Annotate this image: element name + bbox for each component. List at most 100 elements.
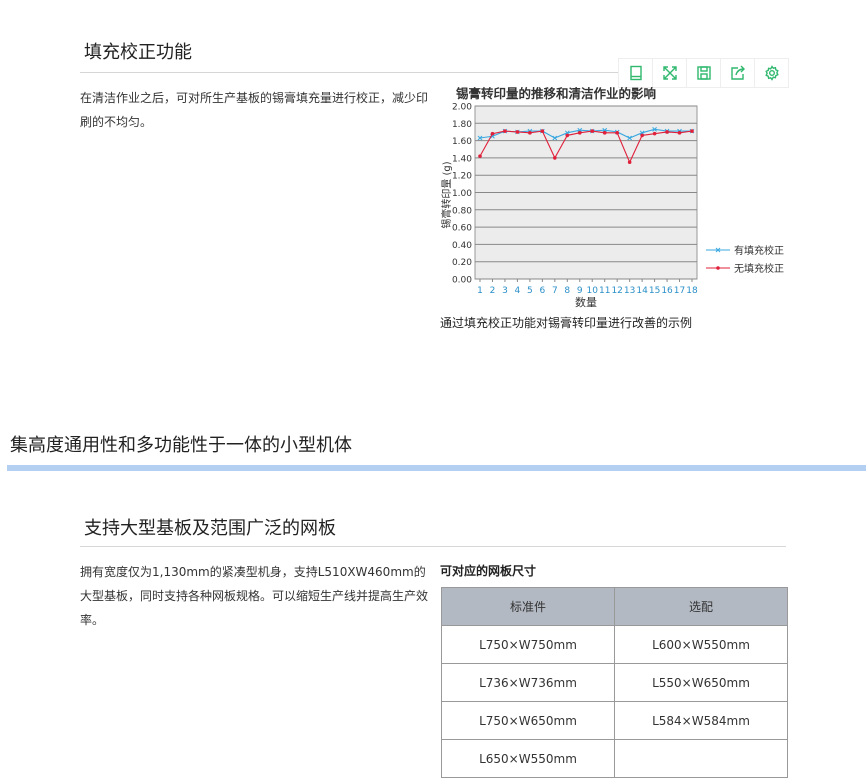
data-point [577,127,583,133]
y-tick-label: 0.80 [452,206,472,216]
chart-title: 锡膏转印量的推移和清洁作业的影响 [456,86,656,101]
x-tick-label: 8 [564,286,570,296]
section-heading: 支持大型基板及范围广泛的网板 [84,518,336,539]
x-tick-label: 17 [674,286,685,296]
x-tick-label: 5 [527,286,533,296]
data-point [639,130,645,136]
data-point [665,130,669,134]
chart-caption: 通过填充校正功能对锡膏转印量进行改善的示例 [440,316,693,330]
data-point [565,133,570,138]
banner-heading: 集高度通用性和多功能性于一体的小型机体 [10,435,352,456]
table-cell: L750×W650mm [441,701,615,740]
y-tick-label: 0.60 [452,224,472,234]
y-tick-label: 1.20 [452,172,472,182]
table-cell: L600×W550mm [614,625,788,664]
data-point [640,133,644,138]
table-title: 可对应的网板尺寸 [440,564,537,578]
legend-label: 有填充校正 [734,244,784,257]
x-tick-label: 11 [599,286,610,296]
x-tick-label: 4 [515,286,521,296]
table-row: L650×W550mm [441,739,788,778]
data-point [652,131,657,136]
y-tick-label: 1.00 [452,189,472,199]
x-tick-label: 10 [587,286,599,296]
data-point [503,129,507,133]
column-header: 选配 [614,587,788,626]
table-cell: L584×W584mm [614,701,788,740]
y-tick-label: 0.20 [452,258,472,268]
image-toolbar [618,58,789,88]
chart: 锡膏转印量的推移和清洁作业的影响 0.00 0.20 0.40 0.60 0.80 1.00… [440,86,784,309]
save-icon [696,66,711,80]
tablet-icon [629,65,642,81]
data-point [490,133,495,139]
divider [80,546,786,547]
x-tick-label: 6 [539,286,545,296]
x-tick-label: 13 [624,286,635,296]
fullscreen-icon [662,66,677,80]
y-tick-label: 0.40 [452,241,472,251]
x-tick-label: 14 [636,286,648,296]
y-tick-label: 0.00 [452,276,472,286]
table-cell: L736×W736mm [441,663,615,702]
data-point [627,135,633,141]
data-point [553,156,557,160]
x-tick-label: 18 [686,286,698,296]
data-point [615,131,619,135]
data-point [652,127,657,132]
stencil-size-table: 标准件 选配 L750×W750mm L600×W550mm L736×W736m… [441,587,788,778]
tablet-view-button[interactable] [619,59,653,87]
legend-marker [715,247,721,253]
table-header-row: 标准件 选配 [441,587,788,626]
y-tick-label: 1.80 [452,120,472,130]
data-point [577,131,582,135]
banner-accent-bar [7,465,866,471]
data-point [602,127,608,133]
y-tick-label: 1.60 [452,137,472,147]
y-tick-label: 2.00 [452,103,472,113]
data-point [528,131,532,135]
data-point [490,131,495,136]
x-tick-label: 2 [490,286,496,296]
x-tick-label: 1 [477,286,483,296]
series-line [479,130,693,164]
y-axis-label: 锡膏转印量 (g) [440,161,453,228]
data-point [477,135,483,141]
x-tick-label: 3 [502,286,508,296]
data-point [677,131,682,135]
divider [80,72,786,73]
table-cell: L550×W650mm [614,663,788,702]
x-tick-label: 9 [577,286,583,296]
data-point [540,129,545,133]
share-button[interactable] [721,59,755,87]
data-point [478,154,482,158]
legend-label: 无填充校正 [734,262,784,275]
table-cell: L750×W750mm [441,625,615,664]
section-heading: 填充校正功能 [84,42,192,63]
fullscreen-button[interactable] [653,59,687,87]
table-row: L736×W736mm L550×W650mm [441,663,788,702]
table-cell: L650×W550mm [441,739,615,778]
share-icon [730,65,745,80]
table-row: L750×W650mm L584×W584mm [441,701,788,740]
settings-button[interactable] [755,59,788,87]
x-tick-label: 16 [661,286,673,296]
x-tick-label: 15 [649,286,660,296]
data-point [627,160,632,165]
data-point [552,135,558,141]
table-row: L750×W750mm L600×W550mm [441,625,788,664]
data-point [602,131,607,135]
data-point [564,130,570,136]
legend-marker [716,266,720,270]
data-point [690,129,694,133]
x-tick-label: 12 [611,286,622,296]
table-cell [614,739,788,778]
section-body: 拥有宽度仅为1,130mm的紧凑型机身，支持L510XW460mm的大型基板，同… [80,565,429,627]
section-body: 在清洁作业之后，可对所生产基板的锡膏填充量进行校正，减少印刷的不均匀。 [80,91,429,129]
save-button[interactable] [687,59,721,87]
data-point [590,129,595,133]
gear-icon [764,65,779,81]
data-point [515,130,520,134]
column-header: 标准件 [441,587,615,626]
